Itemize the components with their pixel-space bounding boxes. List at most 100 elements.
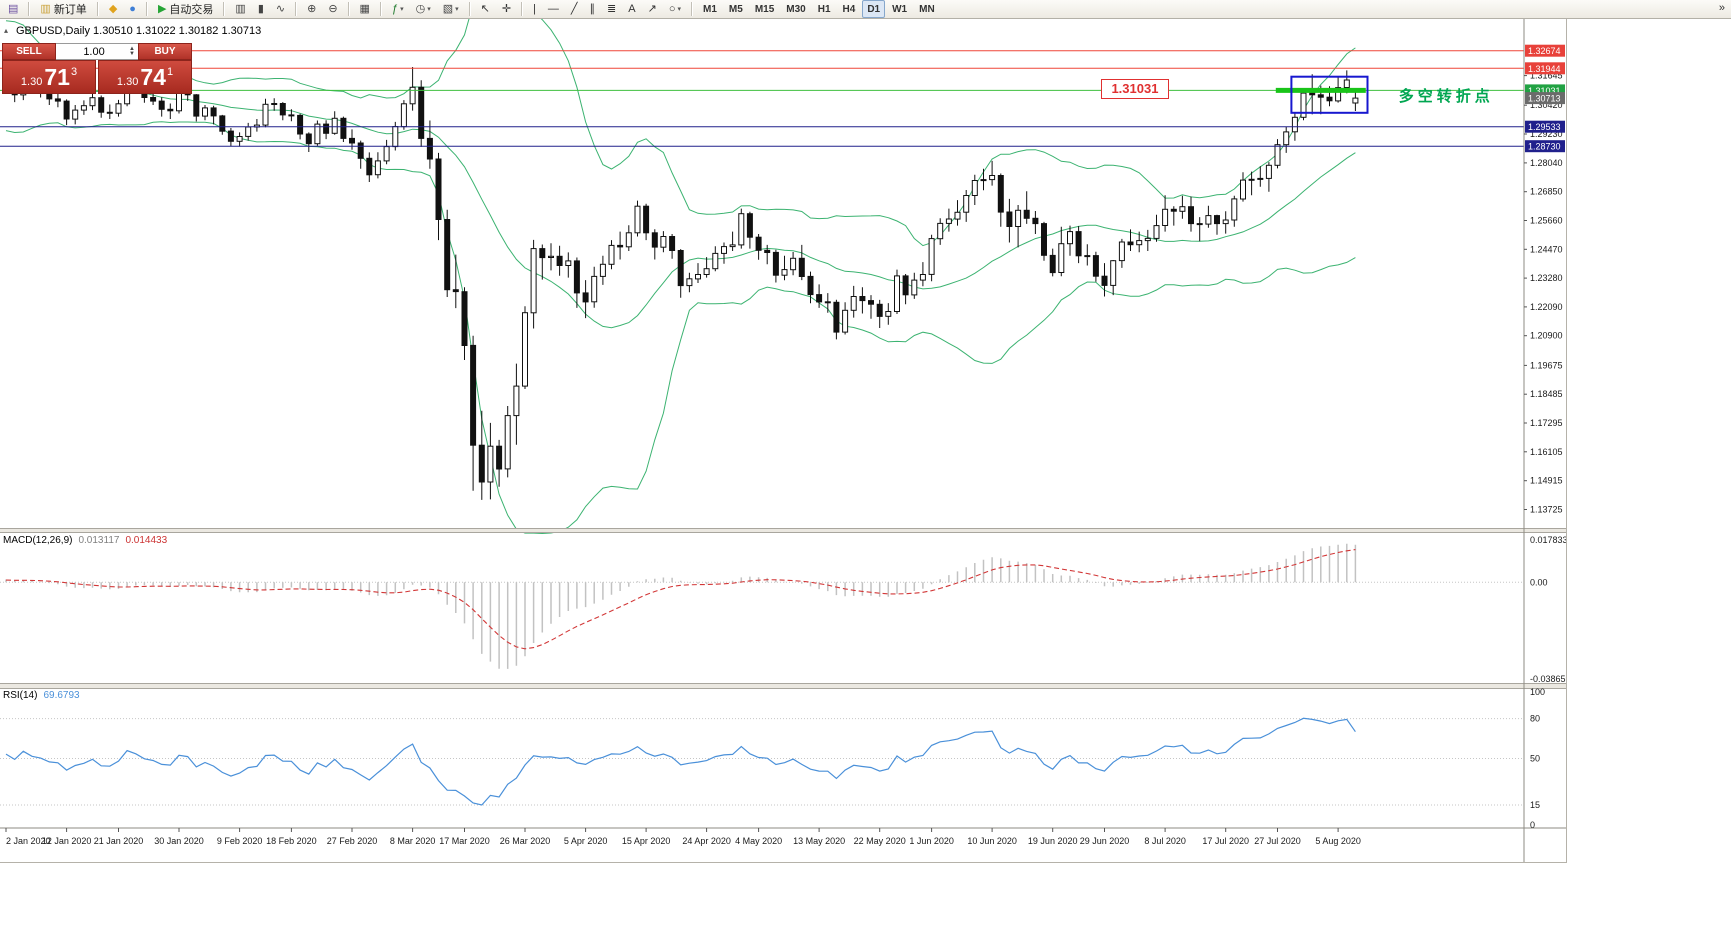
- date-label: 26 Mar 2020: [500, 836, 551, 846]
- volume-input[interactable]: 1.00 ▲ ▼: [56, 43, 138, 60]
- date-label: 2 Jan 2020: [6, 836, 51, 846]
- shapes-icon[interactable]: ○ ▾: [664, 0, 686, 18]
- auto-trading-label: 自动交易: [169, 4, 214, 16]
- axis-label: 1.19675: [1530, 360, 1563, 370]
- timeframe-m1-button[interactable]: M1: [703, 3, 717, 15]
- vertical-line-icon: |: [533, 2, 536, 15]
- crosshair-icon[interactable]: ✛: [497, 0, 516, 18]
- new-chart-icon: ▤: [8, 2, 19, 15]
- svg-text:1.28730: 1.28730: [1528, 142, 1561, 152]
- svg-text:1.29533: 1.29533: [1528, 122, 1561, 132]
- trendline-icon[interactable]: ╱: [566, 0, 583, 18]
- indicators-icon[interactable]: ƒ ▾: [387, 0, 409, 18]
- zoom-in-icon[interactable]: ⊕: [302, 0, 321, 18]
- one-click-trading-panel: SELL 1.00 ▲ ▼ BUY 1.30 71 3 1.30 74 1: [2, 43, 192, 94]
- text-icon[interactable]: A: [623, 0, 640, 18]
- price-tag: 1.29533: [1525, 120, 1565, 133]
- sell-price-button[interactable]: 1.30 71 3: [2, 60, 96, 94]
- axis-label: 15: [1530, 800, 1540, 810]
- timeframe-mn-button[interactable]: MN: [919, 3, 935, 15]
- toolbar-overflow-icon[interactable]: »: [1718, 2, 1725, 14]
- candlestick-chart-icon[interactable]: ▮: [253, 0, 269, 18]
- sell-price-figure: 1.30: [20, 75, 43, 88]
- date-label: 8 Mar 2020: [390, 836, 436, 846]
- one-click-price-row: 1.30 71 3 1.30 74 1: [2, 60, 192, 94]
- one-click-header-row: SELL 1.00 ▲ ▼ BUY: [2, 43, 192, 60]
- axis-label: 1.26850: [1530, 187, 1563, 197]
- timeframe-h4-button[interactable]: H4: [842, 3, 856, 15]
- date-label: 8 Jul 2020: [1144, 836, 1186, 846]
- axis-label: 1.23280: [1530, 273, 1563, 283]
- rsi-value: 69.6793: [43, 690, 80, 701]
- date-label: 30 Jan 2020: [154, 836, 204, 846]
- templates-icon[interactable]: ▧ ▾: [438, 0, 464, 18]
- axis-label: 1.31645: [1530, 71, 1563, 81]
- timeframe-m5-button[interactable]: M5: [728, 3, 743, 15]
- timeframe-w1-button[interactable]: W1: [892, 3, 908, 15]
- axis-label: 1.24470: [1530, 244, 1563, 254]
- timeframe-m30-button[interactable]: M30: [786, 3, 806, 15]
- templates-caret-icon: ▾: [455, 6, 459, 13]
- date-label: 4 May 2020: [735, 836, 782, 846]
- turning-point-label: 多空转折点: [1398, 87, 1494, 105]
- macd-signal-line: [5, 549, 1356, 650]
- arrow-icon[interactable]: ↗: [643, 0, 662, 18]
- chart-background: [0, 19, 1566, 862]
- buy-button[interactable]: BUY: [138, 43, 192, 60]
- workspace-empty-area: [1567, 19, 1731, 948]
- volume-spinner[interactable]: ▲ ▼: [129, 45, 135, 57]
- buy-price-pips: 74: [140, 63, 166, 90]
- metaeditor-icon[interactable]: ◆: [104, 0, 122, 18]
- auto-trading-icon: ▶: [157, 2, 167, 15]
- cursor-icon: ↖: [480, 2, 490, 15]
- buy-price-button[interactable]: 1.30 74 1: [98, 60, 192, 94]
- spinner-up-icon[interactable]: ▲: [129, 45, 135, 52]
- axis-label: 1.28040: [1530, 158, 1563, 168]
- candlestick-chart-icon: ▮: [257, 2, 264, 15]
- zoom-out-icon[interactable]: ⊖: [323, 0, 342, 18]
- axis-label: 1.14915: [1530, 476, 1563, 486]
- timeframe-m15-button[interactable]: M15: [754, 3, 775, 15]
- market-watch-icon[interactable]: ●: [124, 0, 141, 18]
- new-chart-icon[interactable]: ▤: [3, 0, 23, 18]
- date-label: 17 Mar 2020: [439, 836, 490, 846]
- sell-button[interactable]: SELL: [2, 43, 56, 60]
- vertical-line-icon[interactable]: |: [528, 0, 541, 18]
- rsi-indicator-label: RSI(14) 69.6793: [3, 690, 80, 701]
- axis-label: 1.16105: [1530, 447, 1563, 457]
- new-order-icon: ▥: [40, 2, 51, 15]
- axis-label: 1.20900: [1530, 331, 1563, 341]
- rsi-line: [5, 717, 1356, 806]
- workspace: 1.31645 1.30420 1.29230 1.28040 1.26850 1.256…: [0, 19, 1731, 948]
- horizontal-line-icon[interactable]: —: [543, 0, 564, 18]
- date-label: 27 Feb 2020: [327, 836, 378, 846]
- equidistant-channel-icon[interactable]: ∥: [585, 0, 601, 18]
- spinner-down-icon[interactable]: ▼: [129, 50, 135, 57]
- date-label: 24 Apr 2020: [682, 836, 731, 846]
- svg-text:1.30713: 1.30713: [1528, 94, 1561, 104]
- timeframe-h1-button[interactable]: H1: [817, 3, 831, 15]
- line-chart-icon[interactable]: ∿: [271, 0, 290, 18]
- consolidation-box[interactable]: [1290, 75, 1369, 114]
- date-label: 18 Feb 2020: [266, 836, 317, 846]
- text-icon: A: [628, 2, 636, 15]
- new-order-button[interactable]: ▥ 新订单: [35, 0, 91, 18]
- axis-label: 0.00: [1530, 577, 1548, 587]
- pane-splitter[interactable]: [0, 528, 1566, 533]
- bar-chart-icon[interactable]: ▥: [230, 0, 250, 18]
- cursor-icon[interactable]: ↖: [476, 0, 495, 18]
- fibonacci-icon[interactable]: ≣: [602, 0, 621, 18]
- tile-windows-icon[interactable]: ▦: [355, 0, 375, 18]
- periods-icon[interactable]: ◷ ▾: [411, 0, 436, 18]
- axis-label: 0: [1530, 820, 1535, 830]
- horizontal-line-icon: —: [547, 2, 559, 15]
- timeframe-d1-button[interactable]: D1: [862, 0, 886, 18]
- panel-collapse-arrow[interactable]: ▴: [4, 26, 9, 35]
- axis-label: 100: [1530, 687, 1545, 697]
- price-callout-label: 1.31031: [1101, 79, 1169, 100]
- pane-splitter[interactable]: [0, 683, 1566, 689]
- toolbar-separator: [145, 2, 148, 16]
- chart-canvas[interactable]: 1.31645 1.30420 1.29230 1.28040 1.26850 1.256…: [0, 19, 1566, 862]
- auto-trading-button[interactable]: ▶ 自动交易: [153, 0, 218, 18]
- date-label: 5 Aug 2020: [1315, 836, 1361, 846]
